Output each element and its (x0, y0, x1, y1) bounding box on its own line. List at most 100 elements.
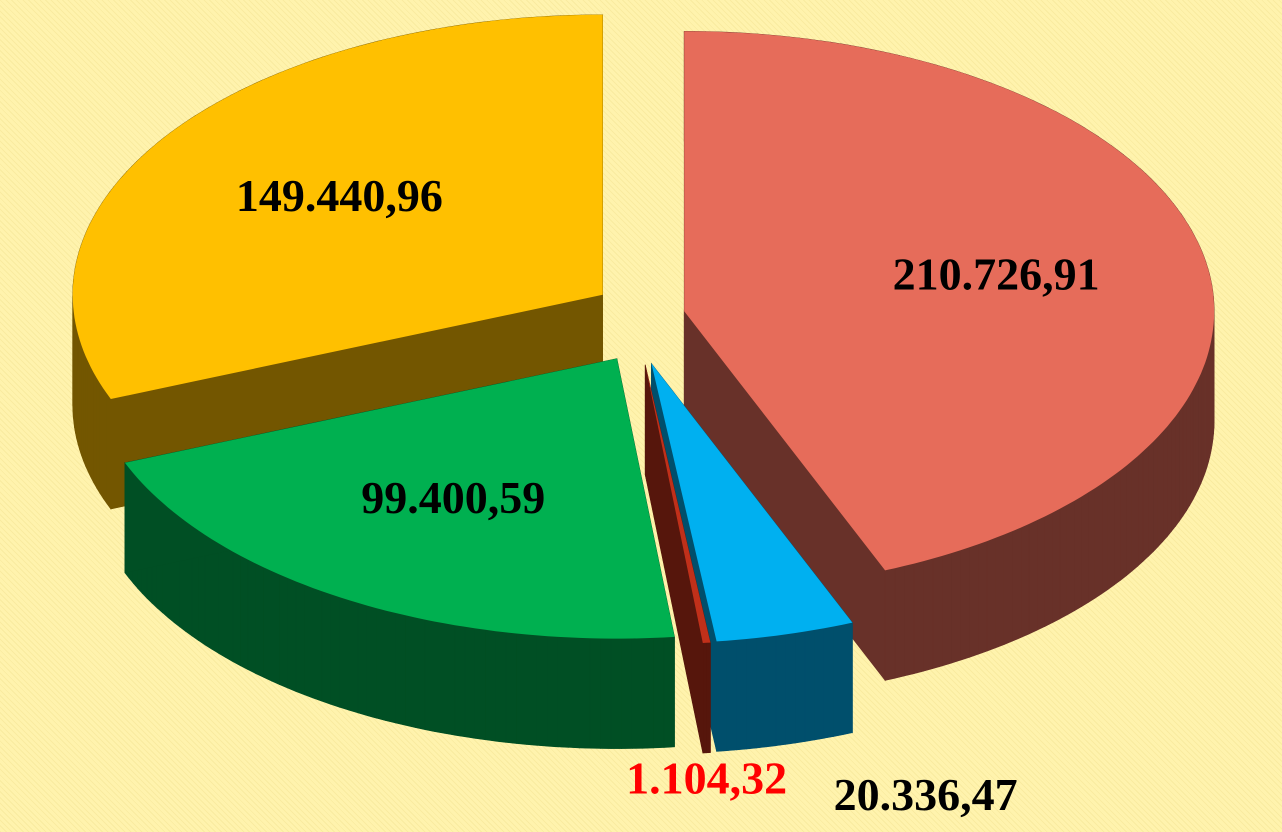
slice-side (1012, 527, 1022, 642)
slice-side (1186, 394, 1191, 512)
slice-side (505, 632, 517, 744)
slice-side (894, 565, 905, 679)
slice-side (85, 356, 89, 472)
slice (684, 31, 1215, 571)
slice-side (1028, 519, 1038, 635)
slice-side (978, 540, 988, 655)
slice-side (83, 350, 86, 467)
slice-side (706, 642, 711, 754)
slice-side (1003, 530, 1013, 645)
slice-side (1059, 504, 1068, 620)
slice-side (951, 549, 961, 664)
slice-side (600, 638, 612, 749)
slice-side (1192, 384, 1196, 500)
slice-side (814, 627, 825, 741)
slice-side (395, 612, 406, 726)
slice-side (536, 635, 548, 747)
slice-side (610, 638, 622, 749)
slice-side (1157, 430, 1164, 548)
slice-side (653, 637, 665, 749)
data-label: 149.440,96 (236, 170, 443, 221)
slice-side (842, 622, 853, 735)
slice-side (90, 367, 94, 483)
data-label: 210.726,91 (893, 248, 1100, 299)
slice-side (1167, 420, 1172, 538)
slice-side (271, 570, 280, 685)
slice-side (485, 629, 496, 742)
slice-side (1175, 410, 1180, 528)
slice-side (516, 633, 528, 745)
slice-side (424, 619, 436, 732)
slice-side (103, 387, 108, 505)
slice-side (1179, 404, 1184, 522)
slice-side (1182, 399, 1187, 517)
slice (645, 364, 711, 643)
slice-side (304, 584, 314, 699)
slice-side (775, 634, 786, 747)
slice-side (1148, 440, 1154, 558)
slice-side (1195, 378, 1199, 495)
slice (651, 363, 853, 642)
slice-side (923, 558, 934, 672)
slice-side (99, 382, 104, 500)
data-label: 99.400,59 (361, 472, 545, 523)
slice-side (960, 546, 970, 661)
slice-side (579, 637, 591, 749)
slice-side (1081, 491, 1089, 608)
slice-side (557, 636, 570, 748)
slice-side (225, 547, 234, 663)
slice-side (736, 638, 747, 751)
slice-side (823, 626, 834, 739)
slice-side (1171, 415, 1176, 533)
slice-side (526, 634, 538, 746)
slice-side (547, 635, 559, 748)
slice-side (1020, 523, 1030, 639)
slice-side (96, 376, 101, 495)
slice-side (495, 630, 507, 743)
slice-side (330, 593, 340, 708)
slice-side (106, 392, 112, 510)
slice-side (1036, 516, 1045, 631)
slice-side (1094, 483, 1103, 599)
slice-side (1120, 464, 1127, 581)
slice-side (904, 563, 915, 677)
data-label: 20.336,47 (834, 769, 1018, 820)
slice-side (1114, 469, 1121, 586)
slice-side (785, 632, 796, 745)
slice-side (434, 621, 446, 734)
slice-side (1107, 474, 1115, 590)
slice-side (263, 566, 272, 682)
slice-side (642, 637, 654, 749)
slice-side (255, 563, 264, 678)
slice-side (932, 555, 943, 669)
slice-side (795, 631, 806, 744)
slice-side (93, 371, 97, 490)
slice-side (454, 624, 466, 738)
slice-side (464, 626, 476, 739)
slice-side (414, 617, 426, 730)
slice-side (1202, 362, 1206, 479)
slice-side (312, 587, 323, 702)
slice-side (1153, 435, 1159, 553)
slice-side (1137, 450, 1144, 567)
slice-side (1066, 500, 1075, 616)
data-label: 1.104,32 (626, 752, 787, 803)
slice-side (385, 610, 396, 724)
slice-side (348, 599, 359, 714)
slice-side (726, 639, 737, 752)
slice-side (969, 543, 979, 658)
slice-side (247, 559, 256, 674)
slice-side (568, 637, 580, 749)
slice-side (405, 614, 416, 728)
slice-side (321, 590, 331, 705)
slice-side (240, 555, 249, 671)
slice-side (1200, 367, 1204, 484)
slice-side (765, 635, 777, 748)
slice-side (211, 538, 219, 654)
slice-side (357, 602, 368, 717)
slice-side (474, 628, 486, 741)
slice-side (621, 638, 633, 749)
slice-side (1052, 508, 1061, 624)
slice-side (287, 577, 297, 692)
